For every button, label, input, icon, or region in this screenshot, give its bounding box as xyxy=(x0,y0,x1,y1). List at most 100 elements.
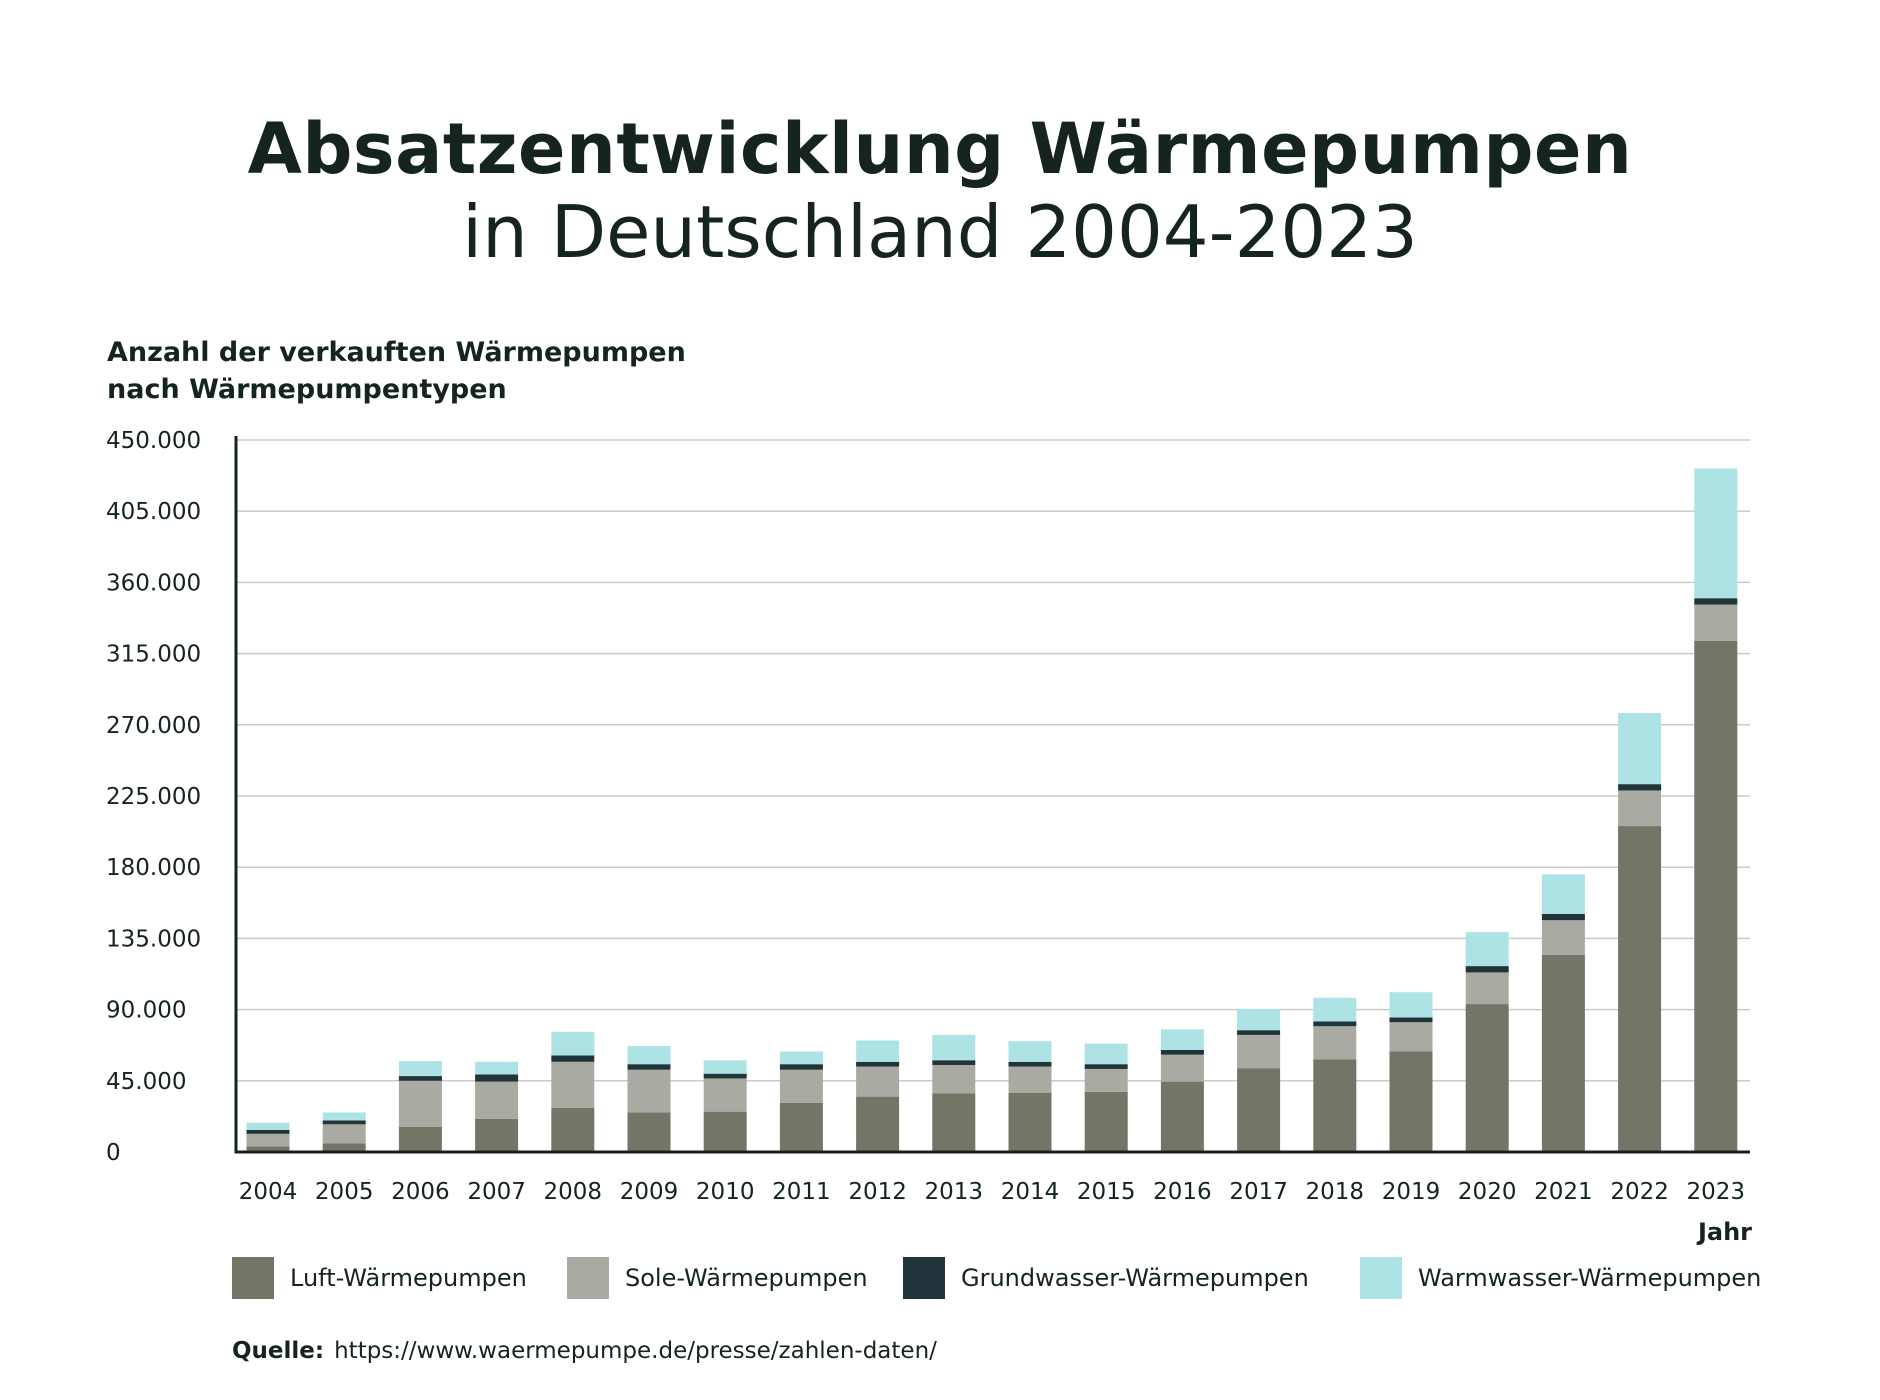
bar-segment xyxy=(551,1031,595,1056)
bar-segment xyxy=(932,1060,976,1065)
bar-segment xyxy=(398,1080,442,1127)
x-tick-label: 2007 xyxy=(467,1179,526,1205)
bar-segment xyxy=(1084,1064,1128,1069)
bar-segment xyxy=(1313,1026,1357,1060)
y-tick-label: 315.000 xyxy=(106,642,201,668)
x-tick-label: 2006 xyxy=(391,1179,450,1205)
bar-segment xyxy=(1008,1092,1052,1152)
bar-segment xyxy=(551,1055,595,1062)
bar-segment xyxy=(856,1040,900,1062)
bar-segment xyxy=(1465,972,1509,1005)
bar-segment xyxy=(398,1076,442,1081)
bar-segment xyxy=(1389,1017,1433,1023)
bar-segment xyxy=(1313,1059,1357,1152)
x-tick-label: 2018 xyxy=(1306,1179,1365,1205)
bar-segment xyxy=(779,1069,823,1103)
bar-segment xyxy=(1084,1091,1128,1152)
bar-segment xyxy=(627,1112,671,1152)
bar-segment xyxy=(932,1093,976,1152)
tick-labels: 0 45.000 90.000 135.000 180.000 225.000 270.00… xyxy=(106,428,1752,1246)
bar-segment xyxy=(398,1061,442,1077)
bar-segment xyxy=(1237,1008,1281,1031)
bar-segment xyxy=(1694,468,1738,599)
bar-segment xyxy=(856,1096,900,1152)
legend-item-sole: Sole-Wärmepumpen xyxy=(567,1256,868,1300)
bar-segment xyxy=(246,1122,290,1130)
y-tick-label: 135.000 xyxy=(106,926,201,952)
legend-swatch-sole xyxy=(567,1257,609,1299)
legend-label-luft: Luft-Wärmepumpen xyxy=(290,1264,527,1292)
bars xyxy=(246,468,1738,1152)
legend-label-warmwasser: Warmwasser-Wärmepumpen xyxy=(1418,1264,1762,1292)
bar-segment xyxy=(856,1061,900,1067)
bar-segment xyxy=(246,1133,290,1147)
bar-segment xyxy=(1008,1066,1052,1093)
bar-segment xyxy=(1618,790,1662,827)
y-tick-label: 45.000 xyxy=(106,1069,186,1095)
bar-segment xyxy=(1160,1029,1204,1050)
bar-segment xyxy=(703,1073,747,1079)
legend: Luft-Wärmepumpen Sole-Wärmepumpen Grundw… xyxy=(0,1256,1880,1306)
bar-segment xyxy=(627,1045,671,1065)
bar-segment xyxy=(1160,1081,1204,1152)
bar-segment xyxy=(856,1066,900,1097)
x-tick-label: 2022 xyxy=(1610,1179,1669,1205)
bar-segment xyxy=(1237,1030,1281,1035)
bar-segment xyxy=(627,1069,671,1113)
y-tick-label: 450.000 xyxy=(106,428,201,454)
gridlines xyxy=(236,439,1750,1082)
bar-segment xyxy=(779,1064,823,1070)
source-label: Quelle: xyxy=(232,1338,325,1364)
bar-segment xyxy=(1389,1051,1433,1152)
bar-segment xyxy=(551,1107,595,1152)
bar-segment xyxy=(1237,1034,1281,1069)
bar-segment xyxy=(1694,640,1738,1152)
y-tick-label: 0 xyxy=(106,1140,121,1166)
bar-segment xyxy=(322,1124,366,1144)
legend-label-grundwasser: Grundwasser-Wärmepumpen xyxy=(961,1264,1309,1292)
legend-item-warmwasser: Warmwasser-Wärmepumpen xyxy=(1360,1256,1761,1300)
bar-segment xyxy=(1465,932,1509,967)
bar-segment xyxy=(1313,1021,1357,1027)
x-tick-label: 2023 xyxy=(1687,1179,1746,1205)
legend-item-luft: Luft-Wärmepumpen xyxy=(232,1256,527,1300)
bar-segment xyxy=(1618,784,1662,791)
bar-segment xyxy=(1313,997,1357,1022)
bar-segment xyxy=(1389,992,1433,1018)
bar-segment xyxy=(779,1051,823,1065)
bar-segment xyxy=(1465,966,1509,973)
y-tick-label: 225.000 xyxy=(106,784,201,810)
bar-segment xyxy=(1541,920,1585,956)
y-tick-label: 180.000 xyxy=(106,855,201,881)
bar-segment xyxy=(246,1146,290,1152)
chart-subtitle: in Deutschland 2004-2023 xyxy=(462,190,1418,274)
bar-segment xyxy=(703,1060,747,1074)
y-tick-label: 405.000 xyxy=(106,499,201,525)
bar-segment xyxy=(932,1034,976,1061)
x-tick-label: 2010 xyxy=(696,1179,755,1205)
bar-segment xyxy=(322,1143,366,1152)
legend-swatch-luft xyxy=(232,1257,274,1299)
bar-segment xyxy=(1694,604,1738,641)
x-tick-label: 2020 xyxy=(1458,1179,1517,1205)
x-tick-label: 2008 xyxy=(544,1179,603,1205)
legend-swatch-warmwasser xyxy=(1360,1257,1402,1299)
legend-swatch-grundwasser xyxy=(903,1257,945,1299)
x-tick-label: 2014 xyxy=(1001,1179,1060,1205)
bar-segment xyxy=(1618,826,1662,1152)
bar-segment xyxy=(1008,1041,1052,1062)
bar-segment xyxy=(475,1074,519,1082)
bar-segment xyxy=(703,1078,747,1112)
chart-title: Absatzentwicklung Wärmepumpen xyxy=(247,108,1633,190)
source-note: Quelle: https://www.waermepumpe.de/presse… xyxy=(232,1338,937,1364)
bar-segment xyxy=(1541,913,1585,921)
bar-segment xyxy=(322,1112,366,1121)
y-axis-title: Anzahl der verkauften Wärmepumpen nach W… xyxy=(107,334,686,408)
bar-segment xyxy=(1694,598,1738,605)
bar-segment xyxy=(1008,1061,1052,1067)
x-tick-label: 2004 xyxy=(239,1179,298,1205)
x-tick-label: 2017 xyxy=(1229,1179,1288,1205)
bar-segment xyxy=(627,1064,671,1070)
x-axis-title: Jahr xyxy=(1696,1218,1752,1246)
